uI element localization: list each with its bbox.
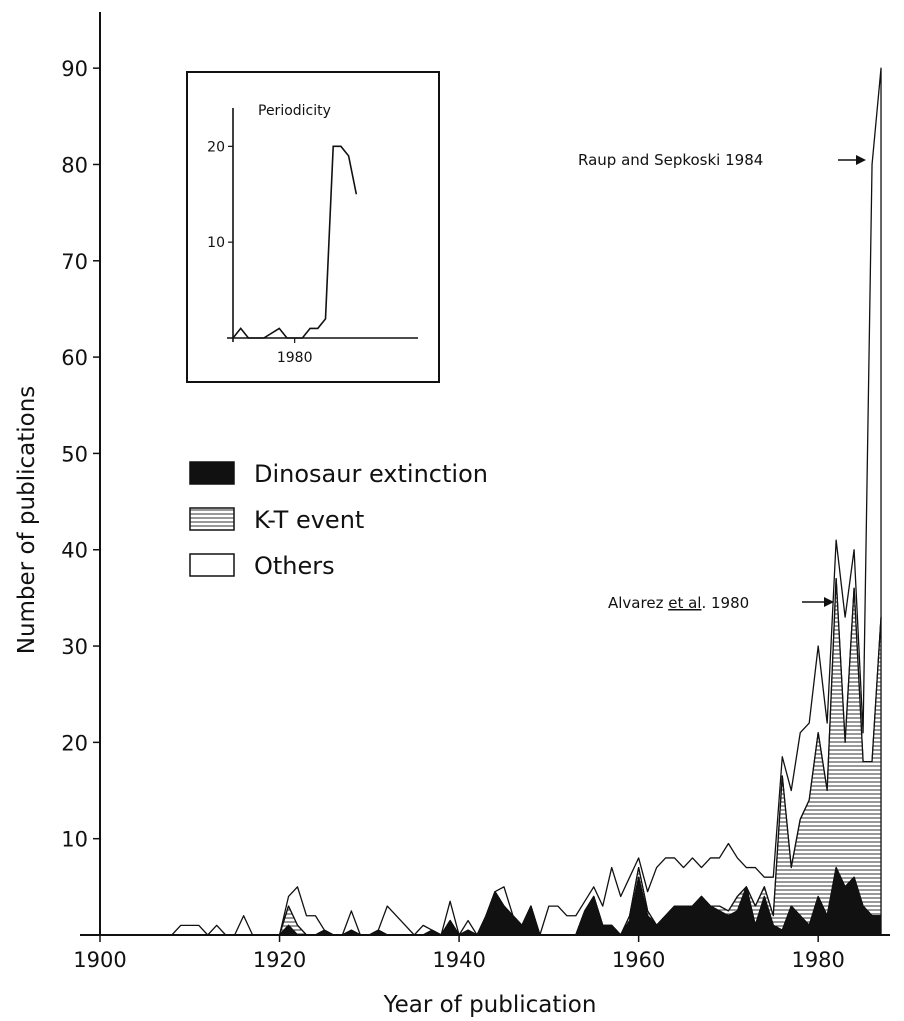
x-tick-label: 1980: [791, 948, 844, 972]
annotations: Raup and Sepkoski 1984 Alvarez et al. 19…: [578, 151, 866, 612]
main-plot: 1900 1920 1940 1960 1980 102030405060708090 …: [14, 12, 890, 1018]
inset-y-tick-label: 10: [207, 235, 225, 251]
y-tick-label: 90: [61, 57, 88, 81]
y-tick-label: 40: [61, 539, 88, 563]
x-tick-label: 1920: [253, 948, 306, 972]
y-tick-label: 50: [61, 442, 88, 466]
y-tick-label: 70: [61, 250, 88, 274]
inset-title: Periodicity: [258, 103, 331, 119]
legend: Dinosaur extinction K-T event Others: [189, 460, 488, 580]
y-tick-label: 30: [61, 635, 88, 659]
inset-frame: [186, 71, 440, 383]
inset-ticks: 10 20 1980: [207, 139, 312, 366]
legend-swatch-k-t-event: [189, 507, 235, 531]
inset-y-tick-label: 20: [207, 139, 225, 155]
annotation-raup-sepkoski-text: Raup and Sepkoski 1984: [578, 151, 763, 169]
inset-line: [232, 145, 358, 339]
x-ticks: 1900 1920 1940 1960 1980: [73, 935, 845, 972]
legend-label-others: Others: [254, 552, 335, 580]
y-axis-title: Number of publications: [14, 386, 40, 655]
x-tick-label: 1940: [432, 948, 485, 972]
inset-chart: Periodicity 10 20 1980: [186, 71, 440, 383]
annotation-raup-sepkoski: Raup and Sepkoski 1984: [578, 151, 866, 169]
legend-label-dinosaur-extinction: Dinosaur extinction: [254, 460, 488, 488]
annotation-alvarez-arrowhead: [824, 597, 834, 607]
x-tick-label: 1900: [73, 948, 126, 972]
annotation-alvarez-emph: et al: [668, 594, 701, 612]
x-tick-label: 1960: [612, 948, 665, 972]
y-tick-label: 60: [61, 346, 88, 370]
y-ticks: 10 20 30 40 50 60 70 80 90: [61, 57, 100, 852]
annotation-alvarez-text: Alvarez et al. 1980: [608, 594, 749, 612]
y-tick-label: 20: [61, 731, 88, 755]
main-axes: [80, 12, 890, 936]
inset-x-tick-label: 1980: [277, 350, 313, 366]
legend-swatch-dinosaur-extinction: [189, 461, 235, 485]
y-tick-label: 10: [61, 828, 88, 852]
x-axis-title: Year of publication: [383, 992, 597, 1018]
y-tick-label: 80: [61, 153, 88, 177]
legend-label-k-t-event: K-T event: [254, 506, 364, 534]
legend-swatch-others: [189, 553, 235, 577]
annotation-alvarez: Alvarez et al. 1980: [608, 594, 834, 612]
annotation-raup-arrowhead: [856, 155, 866, 165]
